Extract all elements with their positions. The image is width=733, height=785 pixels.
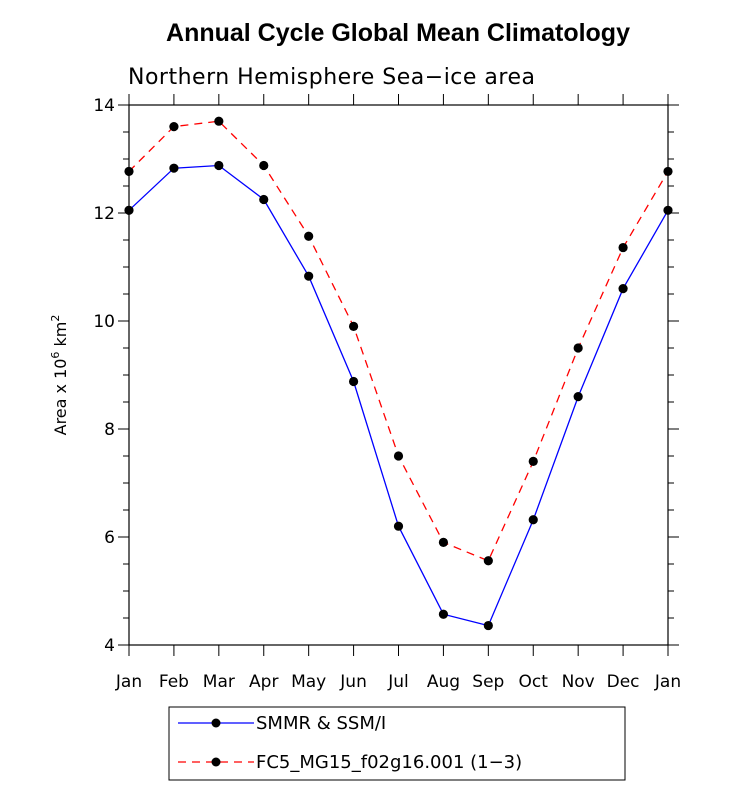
series-1-point	[124, 166, 134, 177]
series-1-point	[393, 451, 404, 461]
series-1-point	[663, 166, 673, 177]
series-1-point	[573, 343, 583, 353]
series-0-point	[304, 271, 314, 281]
y-tick-label: 12	[93, 204, 115, 224]
series-0-point	[214, 160, 224, 171]
x-tick-label: Apr	[249, 672, 278, 692]
series-line-1	[128, 120, 669, 562]
series-0-point	[393, 521, 404, 531]
x-tick-label: Feb	[159, 672, 189, 692]
series-1-point	[169, 122, 179, 132]
series-0-point	[483, 620, 493, 631]
legend-marker-fc5	[211, 757, 221, 767]
series-0-point	[124, 205, 134, 215]
x-tick-label: Mar	[203, 672, 235, 692]
y-axis-tick-labels: 4 6 8 10 12 14	[93, 96, 115, 656]
x-tick-label: Jan	[654, 672, 681, 692]
y-tick-label: 8	[104, 420, 115, 440]
series-0-point	[618, 284, 628, 294]
series-line-0	[128, 164, 669, 627]
legend: SMMR & SSM/I FC5_MG15_f02g16.001 (1−3)	[168, 706, 626, 781]
series-1-point	[483, 556, 493, 566]
legend-label-smmr: SMMR & SSM/I	[256, 713, 386, 734]
y-axis-label-prefix: Area x 10	[51, 359, 70, 436]
series-1-point	[348, 321, 359, 331]
y-axis-label-exponent-1: 6	[49, 352, 62, 359]
chart-title: Annual Cycle Global Mean Climatology	[166, 19, 630, 47]
y-axis-label-exponent-2: 2	[49, 315, 62, 322]
legend-marker-smmr	[211, 718, 221, 728]
series-1-point	[259, 160, 269, 171]
axis-ticks	[118, 94, 679, 656]
series-0-point	[663, 205, 673, 215]
series-0-point	[573, 392, 583, 402]
y-tick-label: 14	[93, 96, 115, 116]
chart-subtitle: Northern Hemisphere Sea−ice area	[128, 65, 536, 90]
x-tick-label: Aug	[427, 672, 460, 692]
x-tick-label: Jun	[339, 672, 367, 692]
series-group	[124, 116, 673, 631]
series-0-point	[438, 609, 449, 619]
x-tick-label: Sep	[472, 672, 504, 692]
series-1-point	[214, 116, 224, 126]
series-0-point	[348, 376, 359, 387]
series-0-point	[259, 194, 269, 205]
x-tick-label: Jul	[387, 672, 409, 692]
y-axis-label-unit: km	[51, 322, 70, 352]
y-tick-label: 10	[93, 312, 115, 332]
series-0-point	[528, 515, 538, 525]
y-tick-label: 4	[104, 636, 115, 656]
x-tick-label: May	[291, 672, 326, 692]
x-tick-label: Jan	[115, 672, 142, 692]
legend-box	[168, 706, 626, 781]
y-tick-label: 6	[104, 528, 115, 548]
y-axis-label: Area x 106 km2	[49, 315, 70, 436]
x-tick-label: Oct	[519, 672, 549, 692]
series-1-point	[618, 242, 628, 253]
x-axis-tick-labels: Jan Feb Mar Apr May Jun Jul Aug Sep Oct Nov Dec Jan	[115, 672, 681, 692]
series-1-point	[304, 231, 314, 241]
legend-label-fc5: FC5_MG15_f02g16.001 (1−3)	[256, 752, 522, 773]
x-tick-label: Dec	[607, 672, 640, 692]
series-1-point	[528, 456, 538, 466]
series-1-point	[438, 537, 449, 548]
series-0-point	[169, 163, 179, 173]
x-tick-label: Nov	[562, 672, 595, 692]
